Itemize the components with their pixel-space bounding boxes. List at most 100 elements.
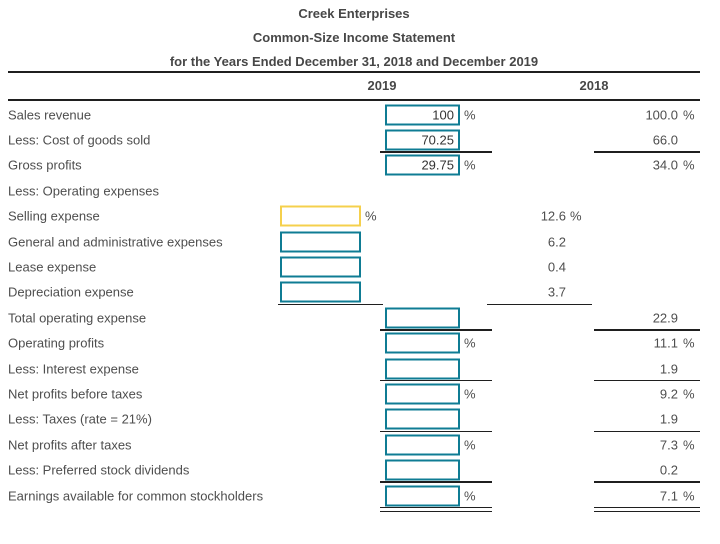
row-lease-expense: Lease expense 0.4	[0, 254, 720, 279]
rule-2019-less-interest-expense	[380, 379, 492, 382]
value-2018-less-preferred-stock-dividends: 0.2	[659, 462, 678, 478]
value-2018-lease-expense: 0.4	[547, 259, 566, 275]
percent-sign-2018-net-profits-after-taxes: %	[683, 437, 695, 453]
column-header-2018: 2018	[579, 78, 609, 93]
rule-2018-less-interest-expense	[594, 379, 700, 382]
row-net-profits-after-taxes: Net profits after taxes% 7.3%	[0, 432, 720, 457]
row-label-less-operating-expenses: Less: Operating expenses	[8, 183, 160, 199]
rule-2019-less-preferred-stock-dividends	[380, 481, 492, 483]
input-selling-expense[interactable]	[280, 205, 361, 227]
row-less-operating-expenses: Less: Operating expenses	[0, 178, 720, 203]
row-label-lease-expense: Lease expense	[8, 259, 97, 275]
rule-2018-less-cost-of-goods-sold	[594, 151, 700, 153]
input-net-profits-before-taxes[interactable]	[385, 383, 460, 405]
row-label-net-profits-after-taxes: Net profits after taxes	[8, 437, 132, 453]
row-label-selling-expense: Selling expense	[8, 208, 100, 224]
percent-sign-2019-sales-revenue: %	[464, 107, 476, 123]
row-label-gross-profits: Gross profits	[8, 157, 82, 173]
value-2018-selling-expense: 12.6	[540, 208, 566, 224]
value-2018-less-taxes-rate-21: 1.9	[659, 411, 678, 427]
row-depreciation-expense: Depreciation expense 3.7	[0, 280, 720, 306]
input-less-preferred-stock-dividends[interactable]	[385, 459, 460, 481]
statement-titles: Creek Enterprises Common-Size Income Sta…	[8, 2, 700, 74]
input-depreciation-expense[interactable]	[280, 281, 361, 303]
percent-sign-2018-operating-profits: %	[683, 335, 695, 351]
row-less-cost-of-goods-sold: Less: Cost of goods sold 66.0	[0, 127, 720, 153]
company-name: Creek Enterprises	[298, 6, 410, 21]
value-2018-less-interest-expense: 1.9	[659, 361, 678, 377]
table-top-border	[8, 71, 700, 73]
row-label-earnings-available-for-common-stockholders: Earnings available for common stockholde…	[8, 488, 264, 504]
rule-2018-less-preferred-stock-dividends	[594, 481, 700, 483]
rule-2018-depreciation-expense	[487, 303, 592, 306]
rule-2019-total-operating-expense	[380, 329, 492, 331]
row-less-taxes-rate-21: Less: Taxes (rate = 21%) 1.9	[0, 407, 720, 433]
row-label-less-preferred-stock-dividends: Less: Preferred stock dividends	[8, 462, 190, 478]
input-total-operating-expense[interactable]	[385, 307, 460, 329]
value-2018-earnings-available-for-common-stockholders: 7.1	[659, 488, 678, 504]
row-label-total-operating-expense: Total operating expense	[8, 310, 147, 326]
percent-sign-2019-net-profits-before-taxes: %	[464, 386, 476, 402]
value-2018-operating-profits: 11.1	[653, 335, 678, 351]
percent-sign-2019-gross-profits: %	[464, 157, 476, 173]
input-less-interest-expense[interactable]	[385, 358, 460, 380]
value-2018-total-operating-expense: 22.9	[652, 310, 678, 326]
row-selling-expense: Selling expense% 12.6%	[0, 204, 720, 229]
input-less-cost-of-goods-sold[interactable]	[385, 129, 460, 151]
percent-sign-2019-selling-expense: %	[365, 208, 377, 224]
percent-sign-2018-sales-revenue: %	[683, 107, 695, 123]
percent-sign-2019-earnings-available-for-common-stockholders: %	[464, 488, 476, 504]
row-gross-profits: Gross profits% 34.0%	[0, 153, 720, 178]
rule-2018-earnings-available-for-common-stockholders	[594, 506, 700, 509]
value-2018-net-profits-after-taxes: 7.3	[659, 437, 678, 453]
rule-2018-total-operating-expense	[594, 329, 700, 331]
percent-sign-2018-selling-expense: %	[570, 208, 582, 224]
table-rows: Sales revenue% 100.0% Less: Cost of goods …	[0, 102, 720, 513]
header-underline	[8, 99, 700, 101]
rule-2019-double-earnings-available-for-common-stockholders	[380, 510, 492, 513]
input-operating-profits[interactable]	[385, 332, 460, 354]
row-total-operating-expense: Total operating expense 22.9	[0, 305, 720, 331]
row-operating-profits: Operating profits% 11.1%	[0, 331, 720, 356]
percent-sign-2018-net-profits-before-taxes: %	[683, 386, 695, 402]
row-label-less-interest-expense: Less: Interest expense	[8, 361, 139, 377]
rule-2019-less-cost-of-goods-sold	[380, 151, 492, 153]
statement-period: for the Years Ended December 31, 2018 an…	[169, 54, 539, 69]
rule-2018-double-earnings-available-for-common-stockholders	[594, 510, 700, 513]
row-less-interest-expense: Less: Interest expense 1.9	[0, 356, 720, 382]
column-header-2019: 2019	[367, 78, 397, 93]
input-sales-revenue[interactable]	[385, 104, 460, 126]
row-label-less-cost-of-goods-sold: Less: Cost of goods sold	[8, 132, 151, 148]
row-label-less-taxes-rate-21: Less: Taxes (rate = 21%)	[8, 411, 152, 427]
row-sales-revenue: Sales revenue% 100.0%	[0, 102, 720, 127]
row-label-general-and-administrative-expenses: General and administrative expenses	[8, 234, 223, 250]
value-2018-general-and-administrative-expenses: 6.2	[547, 234, 566, 250]
value-2018-less-cost-of-goods-sold: 66.0	[652, 132, 678, 148]
value-2018-net-profits-before-taxes: 9.2	[659, 386, 678, 402]
row-label-operating-profits: Operating profits	[8, 335, 105, 351]
input-general-and-administrative-expenses[interactable]	[280, 231, 361, 253]
statement-title: Common-Size Income Statement	[252, 30, 456, 45]
percent-sign-2019-operating-profits: %	[464, 335, 476, 351]
value-2018-sales-revenue: 100.0	[645, 107, 678, 123]
rule-2018-less-taxes-rate-21	[594, 430, 700, 433]
row-label-net-profits-before-taxes: Net profits before taxes	[8, 386, 143, 402]
row-less-preferred-stock-dividends: Less: Preferred stock dividends 0.2	[0, 457, 720, 483]
row-earnings-available-for-common-stockholders: Earnings available for common stockholde…	[0, 483, 720, 513]
row-general-and-administrative-expenses: General and administrative expenses 6.2	[0, 229, 720, 254]
input-less-taxes-rate-21[interactable]	[385, 408, 460, 430]
row-net-profits-before-taxes: Net profits before taxes% 9.2%	[0, 381, 720, 406]
input-lease-expense[interactable]	[280, 256, 361, 278]
input-gross-profits[interactable]	[385, 154, 460, 176]
row-label-sales-revenue: Sales revenue	[8, 107, 92, 123]
input-earnings-available-for-common-stockholders[interactable]	[385, 485, 460, 507]
row-label-depreciation-expense: Depreciation expense	[8, 284, 134, 300]
rule-2019-less-taxes-rate-21	[380, 430, 492, 433]
input-net-profits-after-taxes[interactable]	[385, 434, 460, 456]
value-2018-gross-profits: 34.0	[652, 157, 678, 173]
percent-sign-2018-gross-profits: %	[683, 157, 695, 173]
rule-2019-earnings-available-for-common-stockholders	[380, 506, 492, 509]
percent-sign-2019-net-profits-after-taxes: %	[464, 437, 476, 453]
rule-2019-depreciation-expense	[278, 303, 383, 306]
